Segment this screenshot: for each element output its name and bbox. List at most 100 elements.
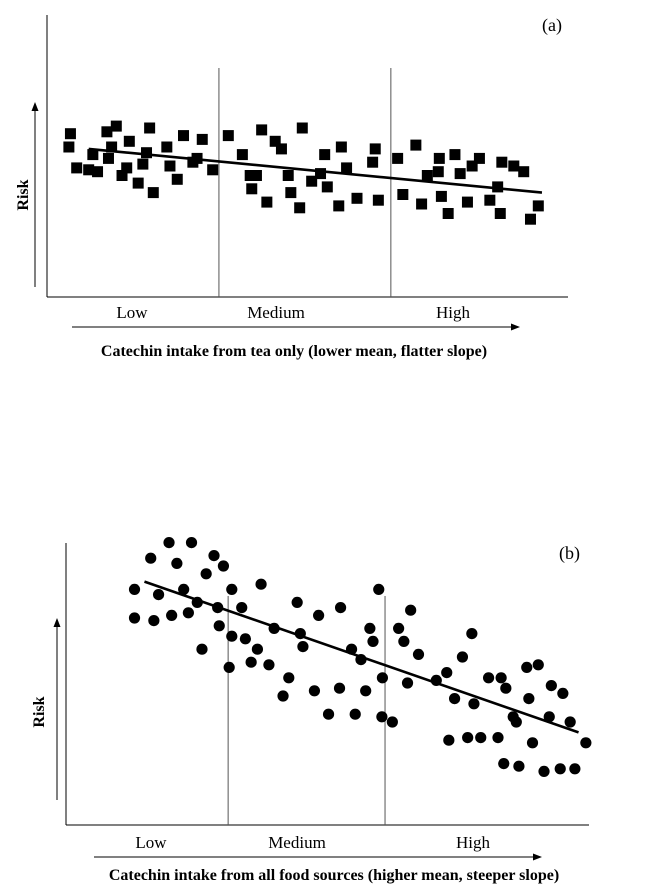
- panel-b-data-point: [456, 651, 469, 663]
- panel-a-data-point: [141, 147, 153, 159]
- panel-a-data-point: [449, 149, 461, 161]
- panel-b-intake-arrow-head: [533, 853, 542, 861]
- panel-b: (b) Low Medium High Catechin intake from…: [31, 537, 592, 884]
- panel-b-data-point: [554, 763, 566, 775]
- panel-a-data-point: [369, 143, 381, 155]
- panel-a-data-point: [250, 170, 262, 181]
- panel-b-band-label-high: High: [456, 833, 491, 852]
- panel-b-trend-line: [144, 580, 579, 734]
- panel-a-data-point: [236, 149, 248, 161]
- panel-a-data-point: [164, 160, 176, 172]
- panel-a-risk-arrow-head: [31, 102, 39, 111]
- panel-b-data-point: [401, 677, 414, 689]
- panel-a-data-point: [110, 120, 122, 132]
- panel-a-data-point: [484, 194, 496, 206]
- panel-a-data-point: [508, 160, 520, 172]
- panel-b-band-label-low: Low: [135, 833, 167, 852]
- panel-b-data-point: [521, 661, 533, 674]
- panel-b-data-point: [564, 716, 576, 728]
- panel-b-data-point: [166, 609, 178, 622]
- panel-b-data-point: [482, 672, 495, 684]
- panel-a-data-point: [147, 187, 159, 199]
- panel-a-data-point: [178, 130, 190, 142]
- panel-b-data-point: [145, 552, 157, 564]
- panel-b-data-point: [513, 760, 525, 772]
- panel-a-data-point: [285, 187, 297, 199]
- panel-a-data-point: [333, 200, 345, 212]
- panel-b-data-point: [393, 622, 405, 635]
- panel-b-data-point: [532, 659, 544, 671]
- panel-b-data-point: [185, 537, 198, 549]
- panel-b-data-point: [239, 633, 251, 645]
- panel-a-data-point: [246, 183, 258, 195]
- panel-a-data-point: [494, 208, 506, 219]
- panel-b-band-label-medium: Medium: [268, 833, 326, 852]
- panel-b-data-point: [466, 628, 478, 640]
- panel-b-data-point: [148, 615, 160, 627]
- panel-b-data-point: [557, 687, 569, 700]
- panel-b-data-point: [373, 583, 385, 596]
- panel-a-data-point: [335, 141, 347, 153]
- panel-b-data-point: [386, 716, 398, 728]
- panel-b-data-point: [376, 711, 388, 723]
- panel-b-data-point: [291, 596, 303, 609]
- panel-b-x-axis-label: Catechin intake from all food sources (h…: [109, 867, 559, 884]
- panel-b-data-point: [152, 589, 165, 601]
- panel-a-data-point: [473, 152, 485, 164]
- panel-a-data-point: [433, 152, 445, 164]
- panel-b-data-point: [510, 716, 522, 728]
- panel-a-y-axis-label: Risk: [15, 179, 32, 210]
- panel-b-data-point: [223, 661, 235, 674]
- panel-b-data-point: [313, 609, 325, 622]
- panel-b-data-point: [498, 758, 510, 770]
- panel-a-data-point: [372, 194, 384, 206]
- panel-b-data-point: [226, 630, 238, 642]
- panel-a-data-point: [518, 166, 530, 178]
- panel-b-data-point: [178, 583, 190, 596]
- panel-b-data-point: [495, 672, 507, 684]
- panel-b-data-point: [360, 685, 372, 697]
- panel-b-data-point: [492, 732, 504, 744]
- panel-b-data-point: [349, 708, 361, 720]
- panel-b-data-point: [277, 690, 289, 702]
- panel-a-data-point: [416, 198, 428, 210]
- panel-a-data-point: [296, 122, 308, 134]
- panel-b-data-point: [283, 672, 295, 684]
- panel-b-data-point: [128, 583, 141, 596]
- panel-a-data-point: [432, 166, 444, 178]
- panel-a-data-point: [222, 130, 234, 142]
- panel-b-data-point: [569, 763, 581, 775]
- panel-a-data-point: [321, 181, 333, 193]
- panel-a-data-point: [466, 160, 478, 172]
- panel-a-data-point: [123, 135, 135, 147]
- panel-b-data-point: [443, 734, 455, 746]
- panel-b-data-point: [226, 583, 238, 596]
- panel-a-data-point: [442, 208, 454, 219]
- panel-a-data-point: [244, 170, 256, 181]
- panel-b-data-point: [462, 732, 474, 744]
- panel-b-data-point: [364, 622, 376, 635]
- panel-b-data-point: [376, 672, 389, 684]
- panel-a-trend-line: [88, 147, 543, 194]
- panel-a-data-point: [492, 181, 504, 193]
- panel-b-data-point: [196, 643, 208, 655]
- panel-a-data-point: [63, 141, 75, 153]
- panel-b-data-point: [500, 682, 512, 694]
- panel-a-data-point: [101, 126, 113, 138]
- panel-a-data-point: [367, 156, 379, 168]
- panel-a-data-point: [410, 139, 422, 151]
- panel-a-x-axis-label: Catechin intake from tea only (lower mea…: [101, 343, 487, 360]
- panel-b-data-point: [333, 682, 346, 694]
- panel-b-data-point: [405, 604, 417, 616]
- panel-b-data-point: [448, 693, 461, 705]
- panel-a-band-label-low: Low: [116, 303, 148, 322]
- panel-b-data-point: [297, 641, 309, 653]
- panel-b-data-point: [523, 693, 535, 705]
- panel-b-risk-arrow-head: [53, 618, 61, 627]
- panel-a-data-point: [294, 202, 306, 214]
- panel-a-data-point: [496, 156, 508, 168]
- panel-a-band-label-high: High: [436, 303, 471, 322]
- panel-b-data-point: [468, 698, 480, 710]
- panel-a-data-point: [319, 149, 331, 161]
- panel-a-data-point: [397, 189, 409, 200]
